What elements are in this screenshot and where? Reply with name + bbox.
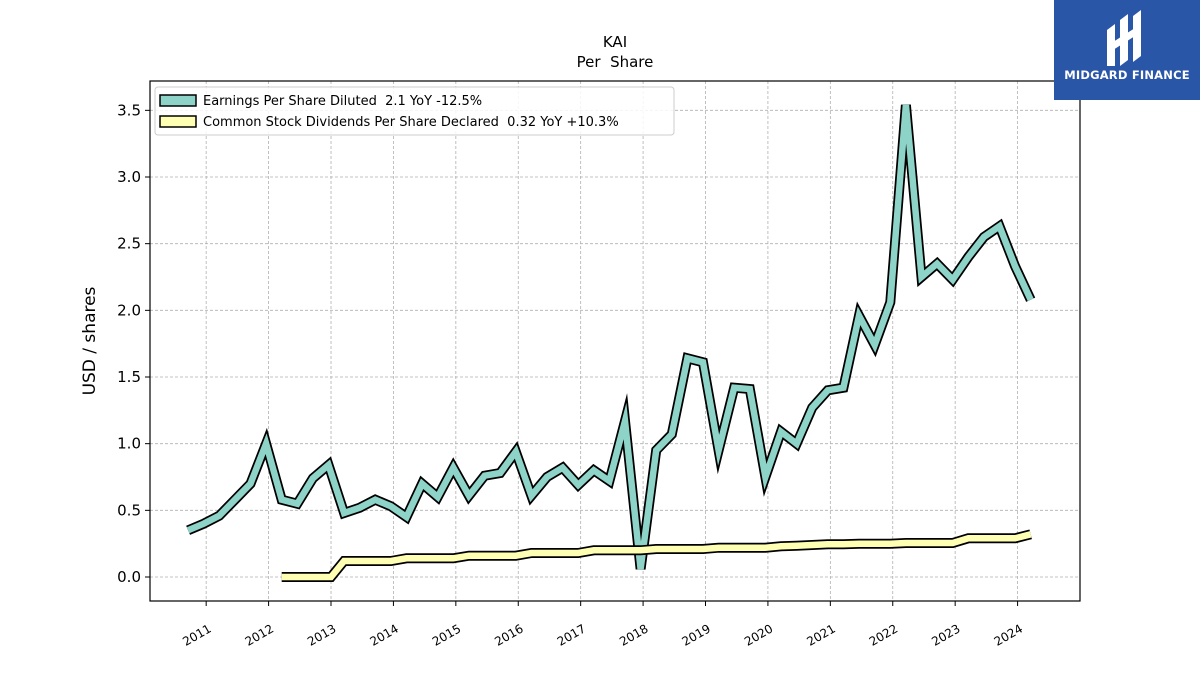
legend-box [154,86,675,136]
x-axis: 2011 2012 2013 2014 2015 2016 2017 2018 2019 2020… [180,601,1025,649]
legend: Earnings Per Share Diluted 2.1 YoY -12.5… [154,86,675,136]
x-tick-label: 2024 [992,621,1025,648]
chart-subtitle: Per Share [577,53,654,71]
series-line-eps-fill [186,104,1034,570]
x-tick-label: 2019 [680,621,713,648]
logo-text: MIDGARD FINANCE [1064,68,1190,82]
y-axis-label: USD / shares [80,286,100,395]
legend-label-eps: Earnings Per Share Diluted 2.1 YoY -12.5… [203,94,482,109]
y-tick-label: 0.5 [117,501,141,519]
legend-label-dividends: Common Stock Dividends Per Share Declare… [203,115,619,130]
y-tick-label: 1.5 [117,368,141,386]
y-tick-label: 0.0 [117,568,141,586]
x-tick-label: 2017 [555,621,588,648]
series-line-eps [186,104,1036,570]
y-axis: 0.0 0.5 1.0 1.5 2.0 2.5 3.0 3.5 [117,101,150,586]
series-line-dividends [281,529,1032,582]
x-tick-label: 2011 [180,621,213,648]
x-tick-label: 2018 [617,621,650,648]
y-tick-label: 3.0 [117,168,141,186]
plot-frame [149,80,1081,602]
chart-title: KAI [603,33,627,51]
brand-logo: MIDGARD FINANCE [1054,0,1200,100]
x-tick-label: 2023 [929,621,962,648]
x-tick-label: 2013 [305,621,338,648]
x-tick-label: 2014 [367,621,400,648]
y-tick-label: 2.0 [117,301,141,319]
x-tick-label: 2015 [430,621,463,648]
x-tick-label: 2020 [742,621,775,648]
grid [150,81,1080,601]
x-tick-label: 2016 [492,621,525,648]
x-tick-label: 2022 [867,621,900,648]
series-group [186,104,1036,582]
midgard-logo-icon [1107,10,1141,66]
legend-swatch-eps [159,94,197,107]
y-tick-label: 3.5 [117,101,141,119]
series-line-dividends-fill [281,531,1032,581]
y-tick-label: 2.5 [117,235,141,253]
legend-swatch-dividends [159,115,197,128]
x-tick-label: 2021 [804,621,837,648]
x-tick-label: 2012 [243,621,276,648]
y-tick-label: 1.0 [117,435,141,453]
plot-area [150,81,1080,601]
